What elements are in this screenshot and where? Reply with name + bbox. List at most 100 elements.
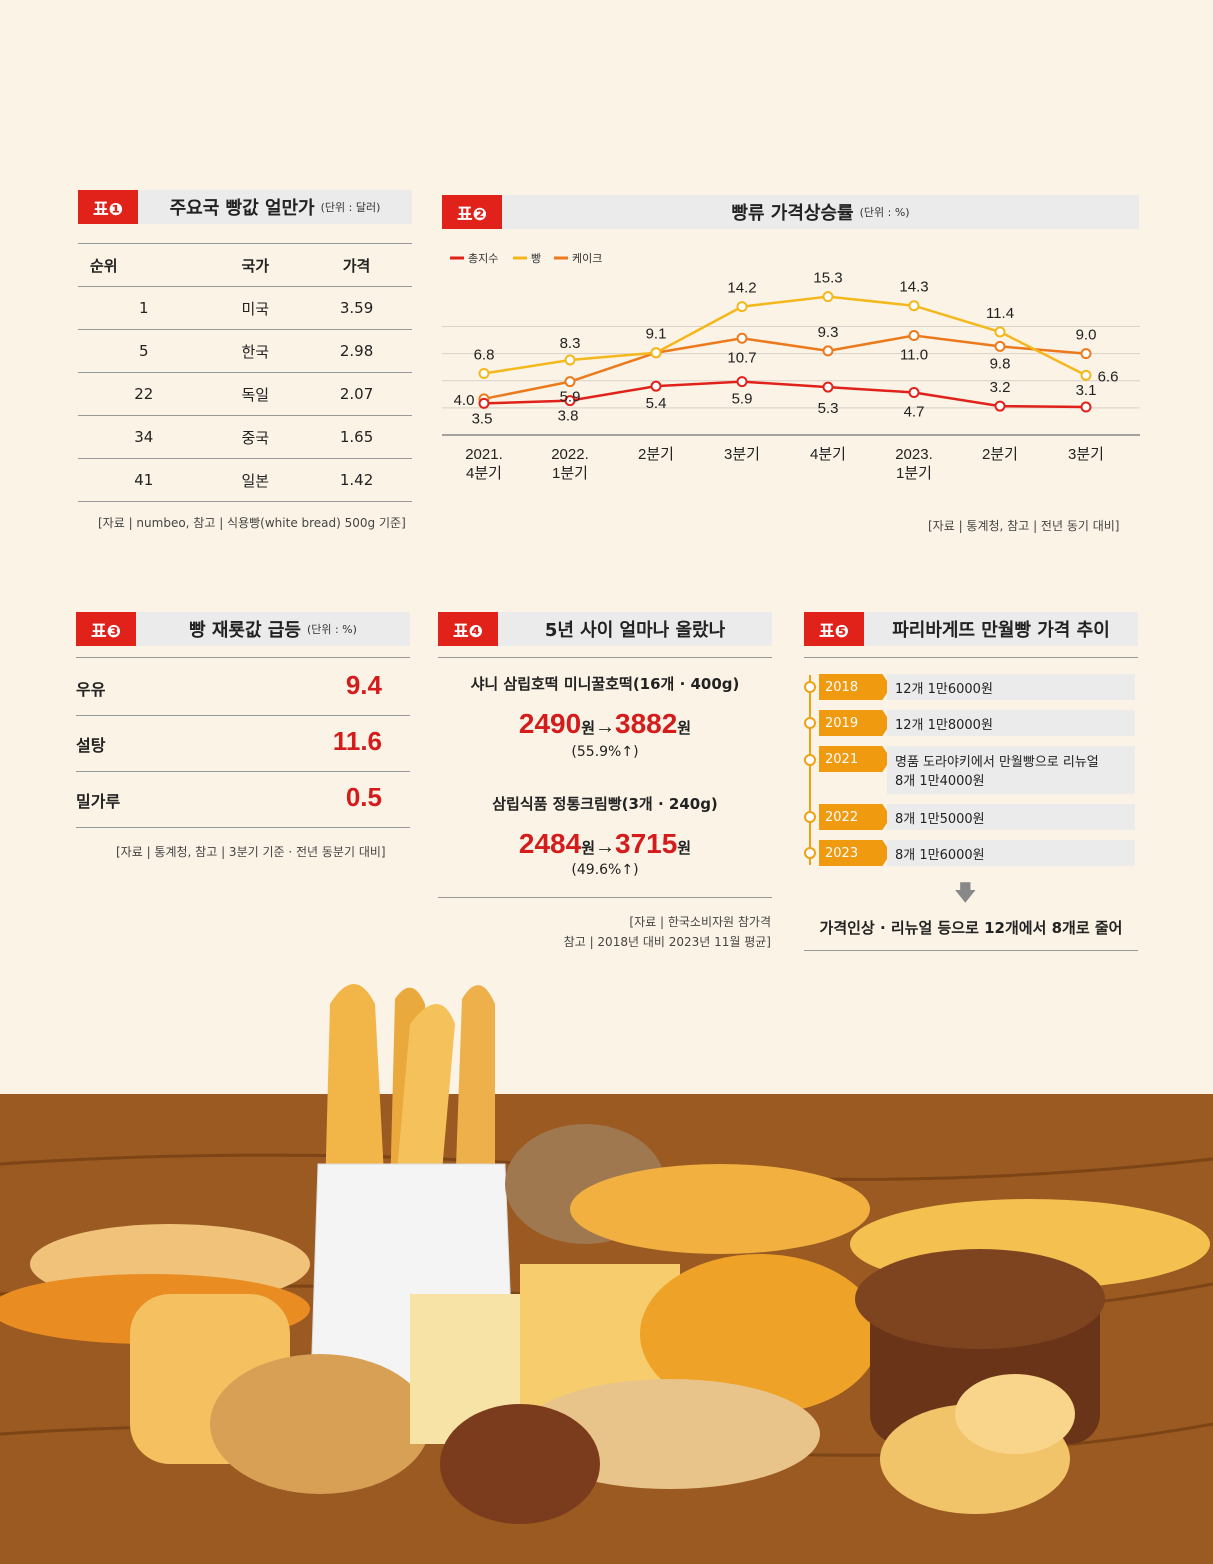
x-tick-label-line: 2023. xyxy=(895,446,933,463)
legend-label: 빵 xyxy=(531,252,541,265)
timeline-dot-icon xyxy=(804,717,816,729)
series-line-총지수 xyxy=(483,380,1087,409)
x-tick-label: 2022. 1분기 xyxy=(551,446,589,482)
data-point xyxy=(994,340,1006,352)
table4-bottom-rule xyxy=(438,897,772,898)
series-line-빵 xyxy=(483,295,1087,377)
data-label: 15.3 xyxy=(813,270,842,287)
timeline-desc: 12개 1만8000원 xyxy=(887,710,1135,736)
table1-price-table: 순위 국가 가격 1 미국 3.59 5 한국 2.98 22 독일 2.07 34 중국 1.… xyxy=(78,243,412,502)
data-point xyxy=(822,345,834,357)
rank-cell: 41 xyxy=(78,458,210,502)
data-point xyxy=(564,354,576,366)
table4-badge: 표❹ xyxy=(438,612,498,646)
legend-label: 총지수 xyxy=(468,252,498,265)
data-label: 3.1 xyxy=(1076,382,1097,399)
data-label: 5.9 xyxy=(732,391,753,408)
table4-header: 표❹ 5년 사이 얼마나 올랐나 xyxy=(438,612,772,646)
timeline-desc-line2: 8개 1만4000원 xyxy=(895,774,985,789)
timeline-year: 2019 xyxy=(819,710,891,736)
table1-header: 표❶ 주요국 빵값 얼만가 (단위 : 달러) xyxy=(78,190,412,224)
data-label: 9.8 xyxy=(990,355,1011,372)
timeline-item: 2022 8개 1만5000원 xyxy=(804,804,1135,830)
table-row: 설탕 11.6 xyxy=(76,716,410,772)
country-cell: 한국 xyxy=(209,329,302,373)
legend-label: 케이크 xyxy=(572,252,602,265)
table4-top-rule xyxy=(438,657,772,658)
timeline-year: 2022 xyxy=(819,804,891,830)
data-point xyxy=(736,301,748,313)
data-label: 11.4 xyxy=(986,305,1014,322)
data-label: 8.3 xyxy=(560,335,581,352)
data-label: 4.0 xyxy=(454,392,475,409)
table3-title-text: 빵 재룟값 급등 xyxy=(189,620,301,641)
won-unit: 원 xyxy=(677,720,692,737)
table3-source: [자료 | 통계청, 참고 | 3분기 기준 · 전년 동분기 대비] xyxy=(116,845,386,859)
data-point xyxy=(478,397,490,409)
x-tick-label-line: 2022. xyxy=(551,446,589,463)
ingredient-value: 11.6 xyxy=(332,726,382,756)
price-from: 2490 xyxy=(518,708,582,739)
country-cell: 중국 xyxy=(209,415,302,459)
data-point xyxy=(650,380,662,392)
table3-unit: (단위 : %) xyxy=(306,623,357,636)
table5-bottom-rule xyxy=(804,950,1138,951)
table2-header: 표❷ 빵류 가격상승률 (단위 : %) xyxy=(442,195,1139,229)
price-to: 3715 xyxy=(615,828,678,859)
timeline-item: 2023 8개 1만6000원 xyxy=(804,840,1135,866)
data-label: 3.2 xyxy=(990,379,1011,396)
col-rank-header: 순위 xyxy=(78,243,210,287)
price-cell: 1.42 xyxy=(301,458,412,502)
x-tick-label-line: 1분기 xyxy=(896,465,932,482)
table1-source: [자료 | numbeo, 참고 | 식용빵(white bread) 500g… xyxy=(98,516,406,530)
price-change-pct: (55.9%↑) xyxy=(571,744,639,760)
price-cell: 3.59 xyxy=(301,286,412,330)
x-tick-label-line: 2021. xyxy=(465,446,503,463)
timeline-desc: 12개 1만6000원 xyxy=(887,674,1135,700)
price-change-pct: (49.6%↑) xyxy=(571,862,639,878)
data-point xyxy=(564,395,576,407)
data-label: 5.3 xyxy=(818,400,839,417)
table3-badge: 표❸ xyxy=(76,612,136,646)
x-tick-label-line: 2분기 xyxy=(982,446,1018,463)
data-label: 9.3 xyxy=(818,324,839,341)
data-label: 6.8 xyxy=(474,347,495,364)
table-row: 1 미국 3.59 xyxy=(78,286,412,330)
table1-badge: 표❶ xyxy=(78,190,138,224)
ingredient-name: 설탕 xyxy=(76,736,106,755)
table-row: 5 한국 2.98 xyxy=(78,329,412,373)
table-row: 41 일본 1.42 xyxy=(78,458,412,502)
table5-summary: 가격인상 · 리뉴얼 등으로 12개에서 8개로 줄어 xyxy=(819,919,1123,937)
chart-series: 3.5 3.8 5.4 5.9 5.3 4.7 3.2 3.1 6.8 8.3 9.1 14.2 15.… xyxy=(454,270,1119,428)
x-tick-label-line: 1분기 xyxy=(552,465,588,482)
price-change: 2484원→3715원 xyxy=(438,828,772,860)
data-label: 9.0 xyxy=(1076,327,1097,344)
table3-header: 표❸ 빵 재룟값 급등 (단위 : %) xyxy=(76,612,410,646)
table-row: 밀가루 0.5 xyxy=(76,772,410,828)
table2-badge: 표❷ xyxy=(442,195,502,229)
data-label: 3.8 xyxy=(558,408,579,425)
timeline-desc-line1: 8개 1만6000원 xyxy=(895,847,985,863)
table5-badge: 표❺ xyxy=(804,612,864,646)
data-point xyxy=(994,400,1006,412)
x-tick-label-line: 2분기 xyxy=(638,446,674,463)
x-tick-label: 3분기 xyxy=(1068,446,1104,463)
x-tick-label: 2023. 1분기 xyxy=(895,446,933,482)
timeline-year: 2018 xyxy=(819,674,891,700)
data-label: 14.2 xyxy=(727,280,756,297)
table1-title: 주요국 빵값 얼만가 (단위 : 달러) xyxy=(138,190,412,224)
price-cell: 1.65 xyxy=(301,415,412,459)
timeline-desc: 명품 도라야키에서 만월빵으로 리뉴얼 8개 1만4000원 xyxy=(887,746,1135,794)
chart-legend: 총지수 빵 케이크 xyxy=(450,252,602,265)
data-label: 9.1 xyxy=(646,326,667,343)
data-label: 5.9 xyxy=(560,389,581,406)
data-point xyxy=(650,347,662,359)
ingredient-name: 밀가루 xyxy=(76,792,121,811)
bread-illustration xyxy=(0,984,1213,1564)
series-line-케이크 xyxy=(483,334,1087,401)
chart-title: 빵류 가격상승률 (단위 : %) xyxy=(502,195,1139,229)
table-row: 34 중국 1.65 xyxy=(78,415,412,459)
rank-cell: 34 xyxy=(78,415,210,459)
x-tick-label-line: 3분기 xyxy=(1068,446,1104,463)
price-to: 3882 xyxy=(615,708,678,739)
